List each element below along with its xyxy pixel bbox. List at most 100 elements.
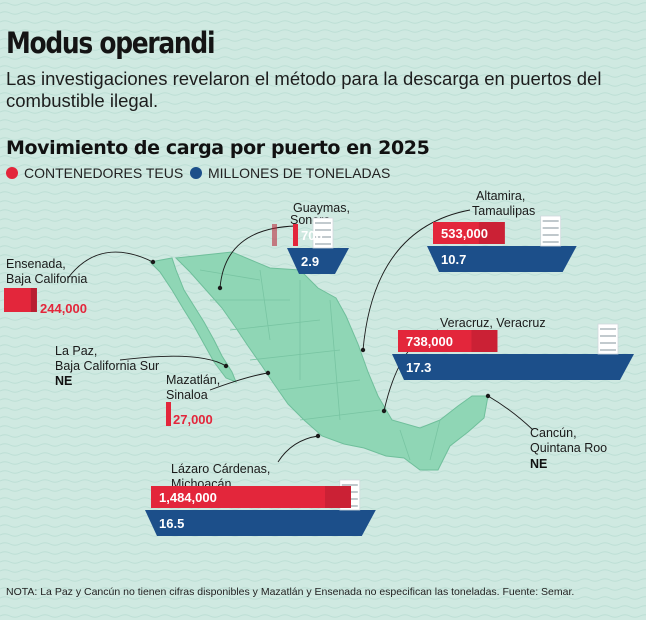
wave-line	[0, 452, 646, 456]
teus-bar-shade	[325, 486, 351, 508]
legend-teus-label: CONTENEDORES TEUS	[24, 165, 184, 181]
page-subtitle: Las investigaciones revelaron el método …	[6, 68, 602, 111]
wave-line	[0, 443, 646, 447]
ship-lazaro-cardenas: 1,484,000 16.5	[145, 479, 376, 536]
wave-line	[0, 191, 646, 195]
teus-bar-shade	[478, 222, 505, 244]
tons-value: 10.7	[441, 252, 466, 267]
wave-line	[0, 560, 646, 564]
mexico-mainland-shape	[174, 251, 489, 471]
ship-veracruz: 738,000 17.3	[392, 323, 634, 380]
wave-line	[0, 101, 646, 105]
legend-blue-dot	[190, 167, 202, 179]
teus-bar-shade	[30, 288, 37, 312]
port-cancun: Cancún, Quintana Roo NE	[530, 426, 607, 471]
wave-line	[0, 182, 646, 186]
port-altamira-name: Altamira,	[476, 189, 525, 203]
ship-hull	[392, 354, 634, 380]
page-title: Modus operandi	[6, 26, 216, 60]
ship-altamira: 533,000 10.7	[427, 215, 577, 272]
wave-line	[0, 164, 646, 168]
wave-line	[0, 20, 646, 24]
wave-line	[0, 128, 646, 132]
wave-line	[0, 29, 646, 33]
port-la-paz-state: Baja California Sur	[55, 359, 159, 373]
wave-line	[0, 146, 646, 150]
wave-line	[0, 83, 646, 87]
port-ensenada: Ensenada, Baja California 244,000	[4, 257, 87, 316]
teus-value: 1,484,000	[159, 490, 217, 505]
teus-bar-shade	[471, 330, 498, 352]
legend-red-dot	[6, 167, 18, 179]
port-la-paz-ne: NE	[55, 374, 72, 388]
wave-line	[0, 38, 646, 42]
ship-guaymas: 700 2.9	[272, 217, 349, 274]
wave-line	[0, 209, 646, 213]
tons-value: 2.9	[301, 254, 319, 269]
wave-line	[0, 461, 646, 465]
ship-bridge	[312, 217, 334, 249]
wave-line	[0, 11, 646, 15]
wave-line	[0, 578, 646, 582]
wave-line	[0, 587, 646, 591]
tons-value: 17.3	[406, 360, 431, 375]
map-grid-lines	[199, 269, 441, 461]
wave-line	[0, 74, 646, 78]
wave-line	[0, 290, 646, 294]
port-veracruz: Veracruz, Veracruz 738,000 17.3	[392, 316, 634, 380]
teus-value: 700	[301, 228, 323, 243]
port-cancun-state: Quintana Roo	[530, 441, 607, 455]
port-ensenada-name: Ensenada,	[6, 257, 66, 271]
port-guaymas-name: Guaymas,	[293, 201, 350, 215]
chart-title: Movimiento de carga por puerto en 2025	[6, 137, 430, 159]
legend-tons: MILLONES DE TONELADAS	[190, 165, 390, 181]
wave-line	[0, 281, 646, 285]
ship-bridge	[597, 323, 619, 355]
wave-line	[0, 596, 646, 600]
wave-line	[0, 65, 646, 69]
ship-hull	[145, 510, 376, 536]
wave-line	[0, 569, 646, 573]
port-altamira: Altamira, Tamaulipas 533,000 10.7	[427, 189, 577, 272]
mexico-map	[67, 209, 534, 471]
wave-line	[0, 479, 646, 483]
teus-bar	[151, 486, 351, 508]
wave-line	[0, 614, 646, 618]
ship-hull	[427, 246, 577, 272]
teus-bar-mazatlan	[166, 402, 171, 426]
footnote: NOTA: La Paz y Cancún no tienen cifras d…	[6, 586, 575, 598]
wave-line	[0, 542, 646, 546]
port-cancun-name: Cancún,	[530, 426, 577, 440]
baja-california-shape	[148, 257, 237, 383]
leader-lines	[67, 209, 534, 463]
port-altamira-state: Tamaulipas	[472, 204, 535, 218]
port-ensenada-state: Baja California	[6, 272, 87, 286]
wave-line	[0, 119, 646, 123]
wave-line	[0, 110, 646, 114]
wave-line	[0, 173, 646, 177]
wave-line	[0, 92, 646, 96]
wave-line	[0, 470, 646, 474]
wave-line	[0, 200, 646, 204]
wave-line	[0, 47, 646, 51]
teus-bar-shade	[272, 224, 277, 246]
port-mazatlan-state: Sinaloa	[166, 388, 208, 402]
ship-bridge	[540, 215, 562, 247]
port-veracruz-name: Veracruz, Veracruz	[440, 316, 546, 330]
teus-value: 738,000	[406, 334, 453, 349]
wave-line	[0, 605, 646, 609]
wave-line	[0, 137, 646, 141]
wave-line	[0, 56, 646, 60]
port-la-paz-name: La Paz,	[55, 344, 97, 358]
wave-line	[0, 551, 646, 555]
teus-value-mazatlan: 27,000	[173, 412, 213, 427]
tons-value: 16.5	[159, 516, 184, 531]
wave-line	[0, 2, 646, 6]
port-mazatlan-name: Mazatlán,	[166, 373, 220, 387]
port-mazatlan: Mazatlán, Sinaloa 27,000	[166, 373, 220, 427]
port-cancun-ne: NE	[530, 457, 547, 471]
